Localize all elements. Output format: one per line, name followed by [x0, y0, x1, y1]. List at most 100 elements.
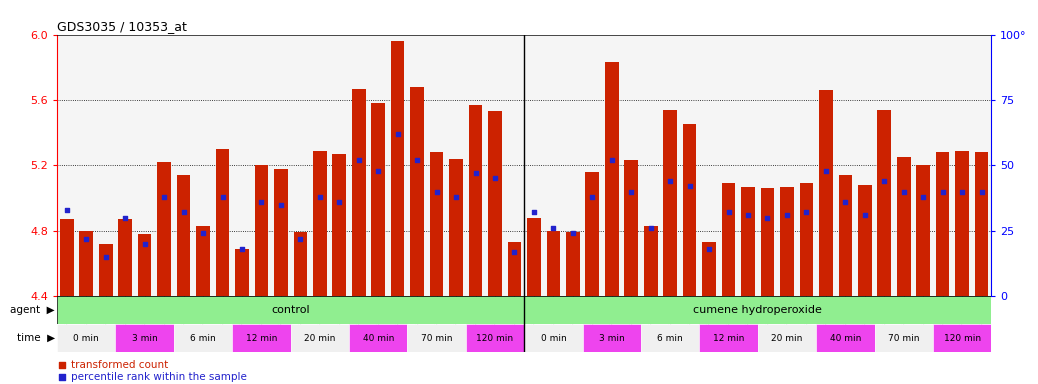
- Point: [331, 199, 348, 205]
- Bar: [391, 41, 405, 296]
- Point: [311, 194, 328, 200]
- Bar: [703, 242, 716, 296]
- Bar: [196, 226, 210, 296]
- Point: [643, 225, 659, 231]
- Bar: [839, 175, 852, 296]
- Bar: [410, 87, 424, 296]
- Text: transformed count: transformed count: [71, 360, 168, 370]
- Text: 70 min: 70 min: [887, 334, 920, 343]
- Point: [954, 189, 971, 195]
- Text: 3 min: 3 min: [599, 334, 625, 343]
- Point: [720, 209, 737, 215]
- Bar: [99, 244, 112, 296]
- Point: [253, 199, 270, 205]
- Text: 70 min: 70 min: [420, 334, 453, 343]
- Point: [974, 189, 990, 195]
- Point: [778, 212, 795, 218]
- Bar: [933, 324, 991, 352]
- Bar: [508, 242, 521, 296]
- Bar: [936, 152, 950, 296]
- Bar: [524, 324, 582, 352]
- Text: 6 min: 6 min: [190, 334, 216, 343]
- Bar: [858, 185, 872, 296]
- Bar: [816, 324, 874, 352]
- Text: cumene hydroperoxide: cumene hydroperoxide: [693, 305, 822, 315]
- Point: [507, 248, 523, 255]
- Bar: [466, 324, 524, 352]
- Bar: [294, 232, 307, 296]
- Bar: [233, 324, 291, 352]
- Bar: [582, 324, 640, 352]
- Point: [914, 194, 931, 200]
- Bar: [236, 249, 249, 296]
- Point: [429, 189, 445, 195]
- Bar: [349, 324, 407, 352]
- Point: [370, 167, 386, 174]
- Point: [681, 183, 698, 189]
- Bar: [897, 157, 910, 296]
- Text: GDS3035 / 10353_at: GDS3035 / 10353_at: [57, 20, 187, 33]
- Bar: [372, 103, 385, 296]
- Text: 40 min: 40 min: [362, 334, 393, 343]
- Text: 20 min: 20 min: [304, 334, 335, 343]
- Point: [759, 215, 775, 221]
- Text: 6 min: 6 min: [657, 334, 683, 343]
- Point: [467, 170, 484, 176]
- Bar: [407, 324, 466, 352]
- Bar: [254, 166, 268, 296]
- Bar: [158, 162, 171, 296]
- Bar: [877, 110, 891, 296]
- Bar: [874, 324, 933, 352]
- Bar: [488, 111, 501, 296]
- Point: [603, 157, 620, 163]
- Point: [584, 194, 601, 200]
- Bar: [138, 234, 152, 296]
- Bar: [524, 296, 991, 324]
- Text: 40 min: 40 min: [829, 334, 861, 343]
- Bar: [60, 219, 74, 296]
- Point: [447, 194, 464, 200]
- Bar: [683, 124, 696, 296]
- Point: [273, 202, 290, 208]
- Point: [156, 194, 172, 200]
- Point: [487, 175, 503, 182]
- Text: 120 min: 120 min: [476, 334, 514, 343]
- Bar: [80, 231, 93, 296]
- Point: [740, 212, 757, 218]
- Bar: [57, 324, 115, 352]
- Bar: [216, 149, 229, 296]
- Text: time  ▶: time ▶: [17, 333, 55, 343]
- Bar: [313, 151, 327, 296]
- Point: [117, 215, 134, 221]
- Bar: [332, 154, 346, 296]
- Point: [409, 157, 426, 163]
- Bar: [527, 218, 541, 296]
- Bar: [118, 219, 132, 296]
- Point: [662, 178, 679, 184]
- Point: [856, 212, 873, 218]
- Bar: [449, 159, 463, 296]
- Point: [837, 199, 853, 205]
- Bar: [955, 151, 968, 296]
- Bar: [57, 296, 524, 324]
- Bar: [115, 324, 174, 352]
- Point: [389, 131, 406, 137]
- Point: [78, 235, 94, 242]
- Bar: [640, 324, 700, 352]
- Bar: [975, 152, 988, 296]
- Point: [195, 230, 212, 237]
- Bar: [291, 324, 349, 352]
- Point: [292, 235, 308, 242]
- Bar: [469, 105, 483, 296]
- Point: [98, 254, 114, 260]
- Point: [545, 225, 562, 231]
- Bar: [566, 232, 579, 296]
- Bar: [741, 187, 755, 296]
- Point: [525, 209, 542, 215]
- Point: [351, 157, 367, 163]
- Point: [798, 209, 815, 215]
- Bar: [644, 226, 657, 296]
- Text: 0 min: 0 min: [74, 334, 100, 343]
- Text: 3 min: 3 min: [132, 334, 158, 343]
- Text: control: control: [271, 305, 310, 315]
